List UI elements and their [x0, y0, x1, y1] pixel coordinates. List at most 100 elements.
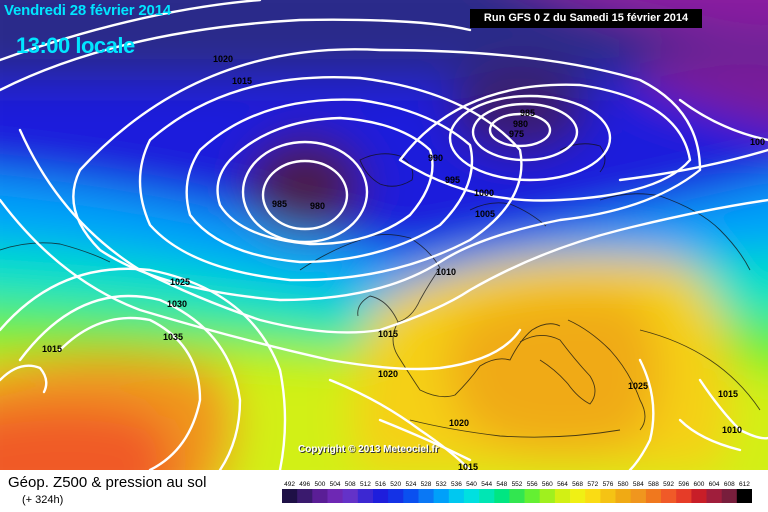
legend-tick-label: 608	[724, 481, 735, 488]
legend-color-swatch	[736, 489, 752, 503]
legend-tick-label: 496	[299, 481, 310, 488]
legend-tick-label: 592	[663, 481, 674, 488]
legend-color-swatch	[615, 489, 631, 503]
valid-date: Vendredi 28 février 2014	[4, 2, 171, 19]
isobar-label: 1015	[718, 389, 738, 399]
legend-color-swatch	[312, 489, 328, 503]
legend-tick-label: 512	[360, 481, 371, 488]
legend-tick-label: 576	[603, 481, 614, 488]
legend-tick-label: 516	[375, 481, 386, 488]
legend-tick-label: 556	[527, 481, 538, 488]
legend-color-swatch	[570, 489, 586, 503]
isobar-label: 1015	[378, 329, 398, 339]
legend-color-swatch	[706, 489, 722, 503]
legend-tick-label: 568	[572, 481, 583, 488]
model-run-banner: Run GFS 0 Z du Samedi 15 février 2014	[470, 9, 702, 28]
legend-tick-label: 596	[678, 481, 689, 488]
isobar-label: 1030	[167, 299, 187, 309]
legend-tick-label: 564	[557, 481, 568, 488]
legend-tick-label: 584	[633, 481, 644, 488]
isobar-label: 1025	[628, 381, 648, 391]
legend-color-swatch	[509, 489, 525, 503]
legend-color-swatch	[463, 489, 480, 503]
legend-color-swatch	[676, 489, 692, 503]
legend-tick-label: 540	[466, 481, 477, 488]
legend-tick-label: 492	[284, 481, 295, 488]
legend-color-swatch	[448, 489, 465, 503]
local-time: 13:00 locale	[16, 33, 135, 58]
isobar-label: 1015	[232, 76, 252, 86]
legend-tick-label: 520	[390, 481, 401, 488]
legend-tick-label: 548	[496, 481, 507, 488]
isobar-label: 995	[445, 175, 460, 185]
legend-tick-label: 544	[481, 481, 492, 488]
isobar-label: 975	[509, 129, 524, 139]
isobar-label: 100	[750, 137, 765, 147]
legend-tick-label: 528	[421, 481, 432, 488]
legend-color-swatch	[721, 489, 738, 503]
isobar-labels: 1020 1015 985 980 975 985 980 990 995 10…	[42, 54, 765, 470]
isobar-label: 985	[520, 108, 535, 118]
legend-color-swatch	[373, 489, 389, 503]
legend-color-swatch	[297, 489, 313, 503]
isobar-label: 1020	[378, 369, 398, 379]
isobar-label: 980	[310, 201, 325, 211]
isobar-label: 1000	[474, 188, 494, 198]
legend-color-swatch	[691, 489, 707, 503]
legend-tick-label: 580	[618, 481, 629, 488]
legend-tick-label: 588	[648, 481, 659, 488]
legend-color-swatch	[600, 489, 616, 503]
legend-tick-label: 552	[512, 481, 523, 488]
legend-tick-label: 504	[330, 481, 341, 488]
legend-tick-label: 612	[739, 481, 750, 488]
legend-color-swatch	[388, 489, 404, 503]
isobar-label: 1005	[475, 209, 495, 219]
isobar-label: 1020	[213, 54, 233, 64]
isobar-label: 980	[513, 119, 528, 129]
legend-color-swatch	[433, 489, 450, 503]
legend-tick-label: 600	[693, 481, 704, 488]
legend-tick-label: 536	[451, 481, 462, 488]
isobar-label: 985	[272, 199, 287, 209]
forecast-lead-time: (+ 324h)	[22, 494, 64, 506]
legend-tick-label: 572	[587, 481, 598, 488]
copyright-notice: Copyright © 2013 Meteociel.fr	[298, 444, 439, 455]
legend-color-swatch	[327, 489, 343, 503]
isobar-label: 1020	[449, 418, 469, 428]
geopotential-field	[0, 0, 768, 470]
legend-color-swatch	[539, 489, 556, 503]
product-title: Géop. Z500 & pression au sol	[8, 474, 207, 491]
isobar-label: 1035	[163, 332, 183, 342]
legend-tick-label: 524	[405, 481, 416, 488]
legend-color-swatch	[554, 489, 571, 503]
legend-tick-label: 604	[709, 481, 720, 488]
coastlines	[0, 143, 761, 438]
legend-color-swatch	[403, 489, 419, 503]
legend-color-swatch	[661, 489, 677, 503]
isobar-label: 1025	[170, 277, 190, 287]
legend-tick-label: 560	[542, 481, 553, 488]
pressure-geopotential-map: 1020 1015 985 980 975 985 980 990 995 10…	[0, 0, 768, 470]
legend-color-swatch	[282, 489, 298, 503]
legend-color-swatch	[342, 489, 359, 503]
isobar-label: 1015	[458, 462, 478, 470]
legend-tick-label: 500	[314, 481, 325, 488]
legend-color-swatch	[645, 489, 662, 503]
legend-tick-label: 532	[436, 481, 447, 488]
legend-color-swatch	[418, 489, 434, 503]
legend-color-swatch	[585, 489, 601, 503]
legend-color-swatch	[494, 489, 510, 503]
legend-color-swatch	[524, 489, 541, 503]
isobar-label: 1010	[436, 267, 456, 277]
isobar-label: 1010	[722, 425, 742, 435]
isobar-label: 990	[428, 153, 443, 163]
isobar-label: 1015	[42, 344, 62, 354]
map-footer: Géop. Z500 & pression au sol (+ 324h) 49…	[0, 470, 768, 512]
color-scale-legend: 492 496 500 504 508 512 516 520 524 528 532 536 540 5…	[282, 481, 752, 503]
legend-color-swatch	[357, 489, 374, 503]
legend-color-swatch	[479, 489, 495, 503]
isobars	[0, 0, 768, 470]
legend-color-swatch	[630, 489, 647, 503]
legend-tick-label: 508	[345, 481, 356, 488]
